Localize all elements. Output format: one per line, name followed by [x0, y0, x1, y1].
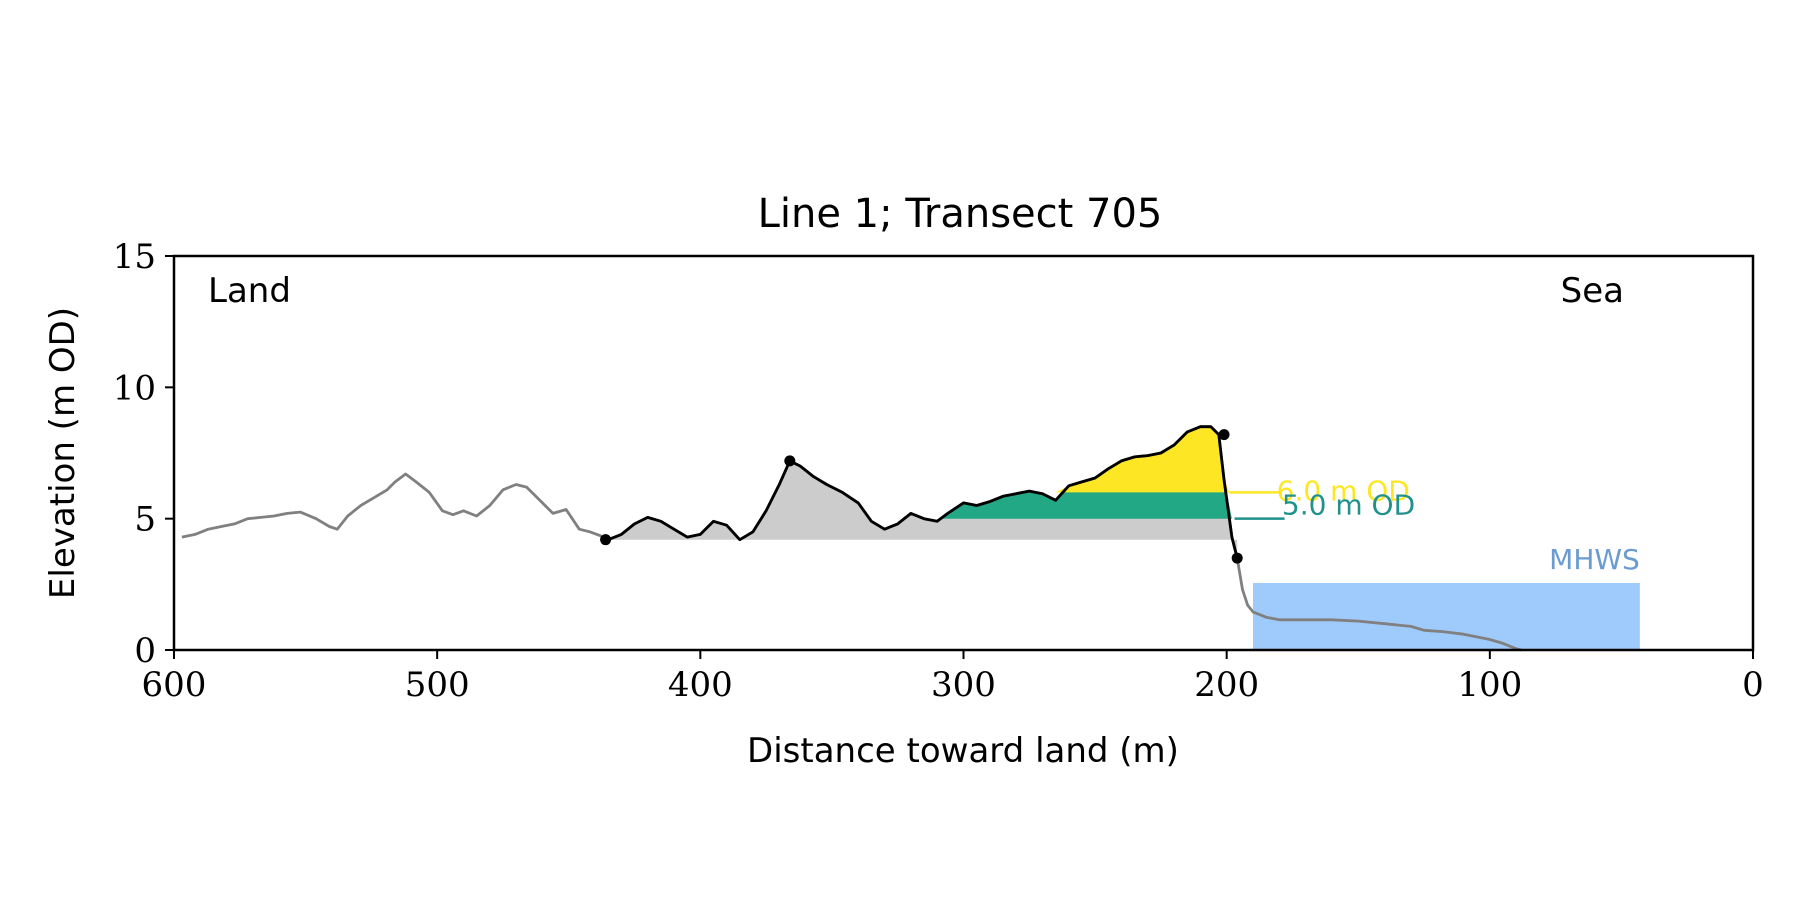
dune-toe-point — [600, 534, 612, 546]
plot-area — [181, 425, 1640, 652]
chart-title: Line 1; Transect 705 — [758, 191, 1163, 237]
dune-volume-fill — [605, 426, 1238, 559]
level-5m-label: 5.0 m OD — [1282, 489, 1415, 522]
y-tick-label: 10 — [113, 368, 156, 408]
sea-label: Sea — [1561, 271, 1624, 311]
dune-seaward-point — [1231, 552, 1243, 564]
above-5m-fill — [942, 426, 1235, 519]
mhws-band — [1252, 583, 1640, 650]
x-axis-label: Distance toward land (m) — [747, 731, 1179, 771]
y-tick-label: 0 — [134, 631, 156, 671]
x-tick-label: 200 — [1194, 665, 1259, 705]
above-6m-fill — [942, 426, 1230, 493]
y-tick-label: 15 — [113, 237, 156, 277]
level-6m-label: 6.0 m OD — [1277, 474, 1410, 507]
x-tick-label: 500 — [405, 665, 470, 705]
x-tick-label: 300 — [931, 665, 996, 705]
dune-profile-line — [604, 425, 1239, 559]
y-axis-label: Elevation (m OD) — [43, 307, 83, 599]
mhws-label: MHWS — [1549, 543, 1640, 576]
dune-crest-point — [1218, 429, 1230, 441]
x-tick-label: 400 — [668, 665, 733, 705]
y-axis-ticks: 0 5 10 15 — [113, 237, 174, 671]
x-tick-label: 100 — [1457, 665, 1522, 705]
x-tick-label: 600 — [142, 665, 207, 705]
x-tick-label: 0 — [1742, 665, 1764, 705]
y-tick-label: 5 — [134, 500, 156, 540]
land-label: Land — [208, 271, 291, 311]
dune-peak-point — [784, 455, 796, 467]
x-axis-ticks: 600 500 400 300 200 100 0 — [142, 650, 1764, 705]
